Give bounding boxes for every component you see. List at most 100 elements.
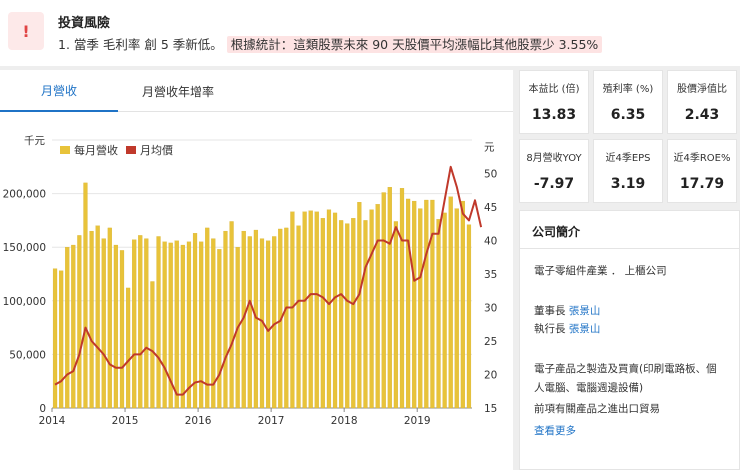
revenue-bar: [52, 268, 58, 409]
chairman-link[interactable]: 張景山: [568, 305, 601, 317]
legend-swatch: [126, 146, 136, 154]
profile-industry: 電子零組件產業 ． 上櫃公司: [534, 265, 667, 277]
revenue-bar: [369, 209, 374, 409]
metric-label: 8月營收YOY: [526, 153, 582, 164]
revenue-bar: [326, 209, 332, 409]
revenue-bar: [95, 225, 100, 409]
y-tick-label: 0: [39, 403, 46, 415]
revenue-bar: [156, 236, 161, 409]
revenue-bar: [162, 241, 167, 409]
profile-chairman: 董事長 張景山: [534, 303, 600, 318]
metric-pe: 本益比 (倍) 13.83: [519, 70, 589, 134]
revenue-bar: [399, 188, 405, 409]
metric-value: 13.83: [531, 107, 577, 123]
y2-tick-label: 30: [484, 303, 497, 315]
revenue-bar: [363, 220, 368, 409]
x-tick-label: 2014: [39, 415, 66, 427]
revenue-bar: [59, 270, 64, 409]
y-axis-title: 千元: [24, 135, 45, 147]
revenue-bar: [65, 247, 70, 409]
metric-label: 本益比 (倍): [528, 84, 580, 95]
y2-tick-label: 35: [484, 269, 497, 281]
legend-swatch: [60, 146, 70, 154]
revenue-bar: [387, 187, 392, 409]
revenue-bar: [430, 199, 435, 409]
risk-banner: ! 投資風險 1. 當季 毛利率 創 5 季新低。 根據統計：這類股票未來 90 …: [0, 0, 740, 66]
profile-ceo: 執行長 張景山: [534, 321, 600, 336]
y-tick-label: 50,000: [9, 349, 46, 361]
revenue-bar: [83, 182, 88, 409]
revenue-bar: [393, 221, 399, 409]
revenue-bar: [101, 238, 106, 409]
risk-item: 1. 當季 毛利率 創 5 季新低。 根據統計：這類股票未來 90 天股價平均漲幅…: [58, 34, 603, 53]
y2-tick-label: 20: [484, 370, 497, 382]
y2-tick-label: 45: [484, 202, 497, 214]
profile-business-line: 人電腦、電腦週邊設備): [534, 382, 644, 394]
y2-tick-label: 50: [484, 169, 497, 181]
revenue-bar: [192, 233, 198, 409]
metric-label: 殖利率 (%): [602, 84, 654, 95]
ceo-link[interactable]: 張景山: [568, 323, 601, 335]
x-tick-label: 2015: [112, 415, 139, 427]
tab-revenue-yoy[interactable]: 月營收年增率: [141, 84, 214, 99]
revenue-bar: [454, 208, 459, 409]
revenue-bar: [375, 204, 380, 409]
revenue-bar: [448, 196, 453, 409]
revenue-bar: [357, 202, 362, 409]
y2-tick-label: 15: [484, 403, 497, 415]
revenue-bar: [168, 242, 173, 409]
revenue-price-chart: 0 50,000 100,000 150,000 200,000 15 20 25 30 35 40…: [3, 135, 498, 427]
revenue-bar: [332, 212, 338, 409]
revenue-bar: [113, 244, 119, 409]
revenue-bar: [223, 230, 228, 409]
revenue-bar: [89, 230, 94, 409]
metric-roe: 近4季ROE% 17.79: [667, 139, 737, 203]
metric-yield: 殖利率 (%) 6.35: [593, 70, 663, 134]
profile-title: 公司簡介: [532, 225, 581, 239]
metric-label: 股價淨值比: [677, 84, 727, 95]
revenue-chart-panel: 月營收 月營收年增率 0 50,000 100,000 150,000 200,000 1…: [0, 70, 513, 470]
revenue-bar: [272, 236, 277, 409]
legend-label: 月均價: [140, 143, 173, 157]
metric-value: -7.97: [533, 176, 575, 192]
revenue-bar: [77, 235, 82, 409]
risk-item-text: 1. 當季 毛利率 創 5 季新低。: [58, 37, 223, 52]
revenue-bar: [132, 239, 137, 409]
metric-label: 近4季EPS: [605, 153, 651, 164]
profile-business-line: 前項有關產品之進出口貿易: [534, 403, 660, 415]
revenue-bar: [351, 218, 356, 409]
revenue-bar: [290, 211, 295, 409]
risk-highlight: 根據統計：這類股票未來 90 天股價平均漲幅比其他股票少 3.55%: [226, 36, 603, 53]
revenue-bar: [217, 249, 222, 409]
metric-value: 3.19: [610, 176, 646, 192]
x-tick-label: 2016: [185, 415, 212, 427]
see-more-link[interactable]: 查看更多: [534, 425, 576, 437]
metric-pb: 股價淨值比 2.43: [667, 70, 737, 134]
revenue-bar: [284, 227, 289, 409]
revenue-bar: [436, 219, 441, 409]
y-tick-label: 100,000: [3, 296, 46, 308]
revenue-bar: [107, 227, 112, 409]
metric-value: 17.79: [679, 176, 725, 192]
revenue-bar: [442, 212, 447, 409]
revenue-bar: [314, 211, 319, 409]
revenue-bar: [144, 238, 149, 409]
revenue-bar: [265, 240, 271, 409]
revenue-bar: [320, 218, 325, 409]
revenue-bar: [229, 221, 234, 409]
chart-tabs: 月營收 月營收年增率: [0, 70, 513, 112]
profile-business-line: 電子產品之製造及買賣(印刷電路板、個: [534, 363, 717, 375]
revenue-bar: [424, 199, 429, 409]
revenue-bar: [308, 210, 313, 409]
tab-monthly-revenue[interactable]: 月營收: [0, 70, 118, 112]
chairman-label: 董事長: [534, 305, 566, 317]
metric-revenue-yoy: 8月營收YOY -7.97: [519, 139, 589, 203]
y-tick-label: 200,000: [3, 189, 46, 201]
revenue-bar: [460, 200, 465, 409]
revenue-bar: [339, 220, 344, 409]
ceo-label: 執行長: [534, 323, 566, 335]
revenue-bar: [180, 244, 185, 409]
legend-label: 每月營收: [74, 143, 118, 157]
revenue-bar: [466, 224, 472, 409]
revenue-bar: [71, 244, 76, 409]
